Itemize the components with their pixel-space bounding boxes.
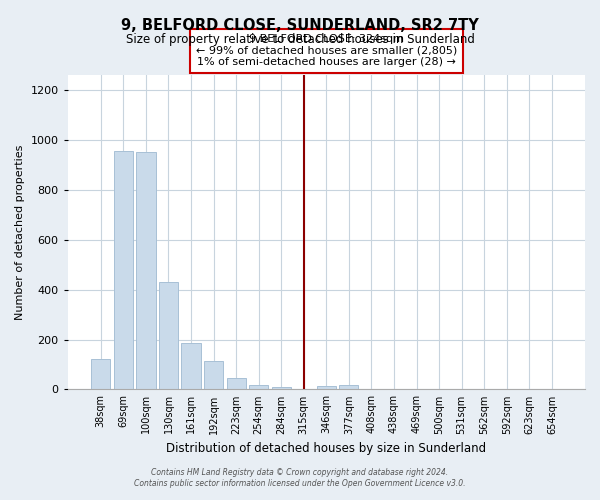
Bar <box>249 385 268 390</box>
Bar <box>340 385 358 390</box>
X-axis label: Distribution of detached houses by size in Sunderland: Distribution of detached houses by size … <box>166 442 487 455</box>
Bar <box>159 282 178 390</box>
Bar <box>362 388 381 390</box>
Text: 9 BELFORD CLOSE: 324sqm
← 99% of detached houses are smaller (2,805)
1% of semi-: 9 BELFORD CLOSE: 324sqm ← 99% of detache… <box>196 34 457 68</box>
Text: Size of property relative to detached houses in Sunderland: Size of property relative to detached ho… <box>125 32 475 46</box>
Bar <box>317 386 336 390</box>
Bar <box>91 360 110 390</box>
Text: 9, BELFORD CLOSE, SUNDERLAND, SR2 7TY: 9, BELFORD CLOSE, SUNDERLAND, SR2 7TY <box>121 18 479 32</box>
Bar <box>136 152 155 390</box>
Bar <box>227 378 246 390</box>
Text: Contains HM Land Registry data © Crown copyright and database right 2024.
Contai: Contains HM Land Registry data © Crown c… <box>134 468 466 487</box>
Y-axis label: Number of detached properties: Number of detached properties <box>15 144 25 320</box>
Bar <box>181 344 200 390</box>
Bar <box>204 361 223 390</box>
Bar <box>272 388 291 390</box>
Bar <box>114 151 133 390</box>
